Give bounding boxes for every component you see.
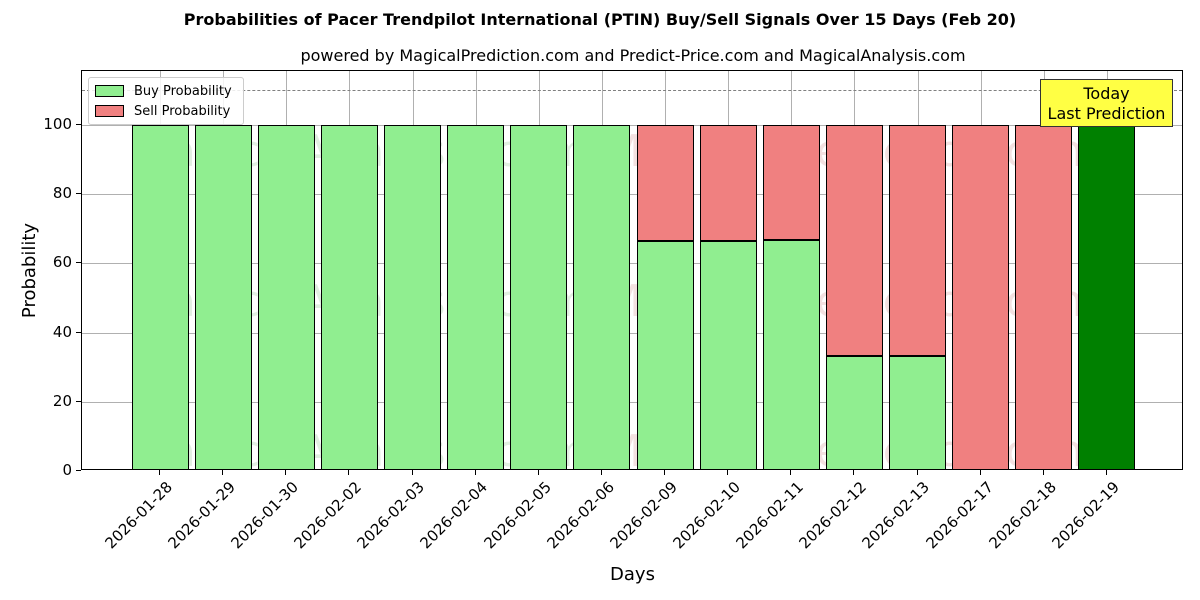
bar-buy xyxy=(194,125,252,469)
x-tick-mark xyxy=(600,470,602,475)
y-tick-label: 100 xyxy=(43,115,72,133)
bar-buy xyxy=(825,356,883,469)
gridline-h xyxy=(82,194,1182,196)
x-tick-mark xyxy=(285,470,287,475)
x-tick-label: 2026-01-30 xyxy=(227,478,302,553)
x-tick-mark xyxy=(537,470,539,475)
legend: Buy Probability Sell Probability xyxy=(88,77,244,125)
y-tick-mark xyxy=(76,400,81,402)
x-tick-mark xyxy=(222,470,224,475)
x-tick-label: 2026-02-06 xyxy=(543,478,618,553)
bar-sell xyxy=(952,125,1010,469)
bar-buy xyxy=(384,125,442,469)
chart-title: Probabilities of Pacer Trendpilot Intern… xyxy=(183,10,1017,29)
x-tick-label: 2026-02-19 xyxy=(1048,478,1123,553)
gridline-h xyxy=(82,332,1182,334)
sell-swatch-icon xyxy=(95,105,124,117)
y-tick-label: 60 xyxy=(52,253,72,272)
buy-swatch-icon xyxy=(95,85,124,97)
x-tick-label: 2026-02-03 xyxy=(353,478,429,553)
x-tick-label: 2026-02-11 xyxy=(732,478,808,553)
x-tick-mark xyxy=(159,470,160,475)
chart-subtitle: powered by MagicalPrediction.com and Pre… xyxy=(300,46,966,65)
bar-sell xyxy=(889,125,947,357)
reference-line-110 xyxy=(82,90,1182,91)
bar-buy xyxy=(257,125,315,469)
x-tick-label: 2026-02-05 xyxy=(480,478,555,553)
legend-label-buy: Buy Probability xyxy=(134,83,232,99)
x-tick-mark xyxy=(727,470,729,475)
legend-item-sell: Sell Probability xyxy=(95,103,230,119)
x-tick-label: 2026-02-04 xyxy=(417,478,492,553)
bar-buy xyxy=(1078,125,1136,469)
bar-buy xyxy=(762,239,820,469)
x-tick-mark xyxy=(979,470,981,475)
y-tick-label: 40 xyxy=(52,322,72,341)
bar-sell xyxy=(699,125,757,241)
x-tick-mark xyxy=(348,470,350,475)
y-tick-label: 20 xyxy=(52,391,72,410)
gridline-h xyxy=(82,125,1182,126)
y-tick-mark xyxy=(76,193,81,195)
legend-item-buy: Buy Probability xyxy=(95,83,232,99)
bar-sell xyxy=(636,125,694,241)
x-tick-mark xyxy=(1105,470,1107,475)
y-tick-mark xyxy=(76,124,81,125)
x-axis-label: Days xyxy=(610,564,655,585)
x-tick-label: 2026-02-02 xyxy=(290,478,366,553)
x-tick-mark xyxy=(411,470,413,475)
x-tick-label: 2026-01-28 xyxy=(101,478,176,553)
x-tick-label: 2026-02-17 xyxy=(922,478,997,553)
bar-buy xyxy=(889,356,947,469)
today-annotation: Today Last Prediction xyxy=(1040,79,1173,127)
bar-sell xyxy=(825,125,883,357)
bar-buy xyxy=(573,125,631,469)
x-tick-label: 2026-02-09 xyxy=(606,478,681,553)
bar-sell xyxy=(762,125,820,240)
x-tick-mark xyxy=(790,470,792,475)
x-tick-label: 2026-02-10 xyxy=(669,478,744,553)
y-tick-mark xyxy=(76,262,81,264)
y-tick-mark xyxy=(76,331,81,333)
x-tick-label: 2026-02-13 xyxy=(858,478,934,553)
y-axis-label: Probability xyxy=(19,222,41,319)
bar-buy xyxy=(320,125,378,469)
bar-sell xyxy=(1015,125,1073,469)
x-tick-label: 2026-01-29 xyxy=(164,478,239,553)
y-tick-mark xyxy=(76,470,81,471)
bar-buy xyxy=(131,125,189,469)
x-tick-mark xyxy=(664,470,666,475)
y-tick-label: 80 xyxy=(52,184,72,203)
x-tick-mark xyxy=(474,470,476,475)
gridline-h xyxy=(82,263,1182,265)
bar-buy xyxy=(699,240,757,469)
today-label: Today xyxy=(1083,84,1130,103)
gridline-h xyxy=(82,401,1182,403)
y-tick-label: 0 xyxy=(62,461,72,479)
bar-buy xyxy=(447,125,505,469)
last-prediction-label: Last Prediction xyxy=(1047,104,1166,123)
x-tick-mark xyxy=(1042,470,1044,475)
plot-area: MagicalAnalysis.comMagicalPrediction.com… xyxy=(81,70,1183,470)
x-tick-label: 2026-02-12 xyxy=(795,478,871,553)
bar-buy xyxy=(510,125,568,469)
bar-buy xyxy=(636,240,694,469)
legend-label-sell: Sell Probability xyxy=(134,103,231,119)
x-tick-mark xyxy=(916,470,918,475)
x-tick-mark xyxy=(853,470,855,475)
